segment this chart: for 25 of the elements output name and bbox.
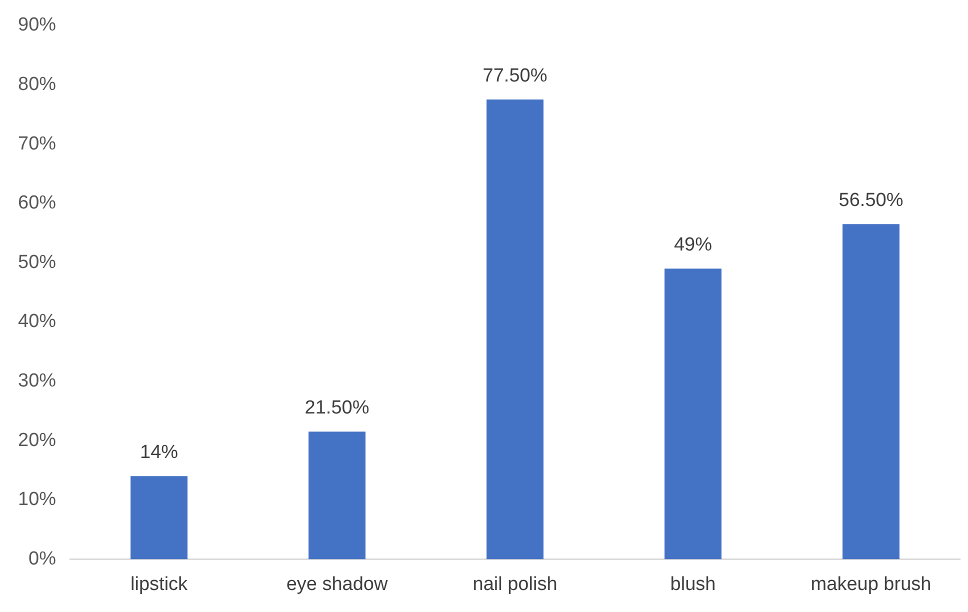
y-tick-label: 10% [18,489,56,510]
x-tick-label: makeup brush [810,574,932,595]
bar [486,100,544,560]
y-tick-label: 0% [28,548,56,570]
x-tick-label: eye shadow [286,574,388,595]
y-tick-label: 80% [18,74,56,95]
y-tick-label: 50% [18,252,56,273]
data-label: 56.50% [838,190,904,211]
y-tick-label: 40% [18,311,56,332]
data-label: 77.50% [482,65,548,86]
bar [842,224,900,560]
y-tick-label: 90% [18,14,56,36]
y-tick-label: 30% [18,370,56,392]
data-label: 49% [674,234,712,256]
bar [664,268,722,560]
y-tick-label: 70% [18,133,56,154]
data-label: 21.50% [304,397,370,418]
bar [308,432,366,560]
x-tick-label: lipstick [130,574,188,595]
x-tick-label: blush [670,574,716,595]
y-tick-label: 60% [18,192,56,214]
x-tick-label: nail polish [472,574,558,595]
y-tick-label: 20% [18,430,56,451]
data-label: 14% [140,442,178,463]
bar [130,476,188,560]
